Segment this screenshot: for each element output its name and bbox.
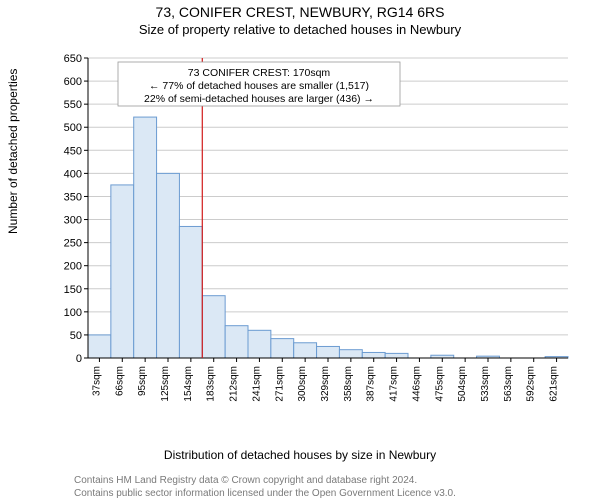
footer-line-2: Contains public sector information licen…	[74, 487, 456, 500]
annotation-line-3: 22% of semi-detached houses are larger (…	[144, 93, 374, 105]
svg-text:0: 0	[76, 353, 82, 365]
svg-text:271sqm: 271sqm	[274, 366, 285, 402]
svg-text:37sqm: 37sqm	[91, 366, 102, 396]
svg-text:200: 200	[64, 261, 82, 273]
svg-text:300: 300	[64, 215, 82, 227]
svg-text:400: 400	[64, 168, 82, 180]
chart-area: 0 50 100 150 200 250 300 350 400 450 500 550 600 650 3…	[54, 52, 574, 412]
svg-text:475sqm: 475sqm	[434, 366, 445, 402]
histogram-bar	[88, 335, 111, 358]
histogram-bar	[362, 352, 385, 358]
svg-text:563sqm: 563sqm	[503, 366, 514, 402]
svg-text:550: 550	[64, 99, 82, 111]
histogram-bar	[294, 343, 317, 358]
svg-text:621sqm: 621sqm	[549, 366, 560, 402]
annotation-line-1: 73 CONIFER CREST: 170sqm	[188, 67, 331, 79]
histogram-bar	[202, 296, 225, 358]
svg-text:592sqm: 592sqm	[526, 366, 537, 402]
histogram-bar	[157, 173, 180, 358]
svg-text:387sqm: 387sqm	[366, 366, 377, 402]
svg-text:95sqm: 95sqm	[137, 366, 148, 396]
histogram-bar	[339, 350, 362, 358]
page-subtitle: Size of property relative to detached ho…	[0, 22, 600, 37]
svg-text:533sqm: 533sqm	[480, 366, 491, 402]
svg-text:446sqm: 446sqm	[411, 366, 422, 402]
histogram-bar	[225, 326, 248, 358]
svg-text:212sqm: 212sqm	[229, 366, 240, 402]
svg-text:504sqm: 504sqm	[457, 366, 468, 402]
svg-text:250: 250	[64, 238, 82, 250]
svg-text:241sqm: 241sqm	[251, 366, 262, 402]
histogram-bar	[317, 346, 340, 358]
histogram-chart: 0 50 100 150 200 250 300 350 400 450 500 550 600 650 3…	[54, 52, 574, 412]
svg-text:450: 450	[64, 145, 82, 157]
svg-text:500: 500	[64, 122, 82, 134]
svg-text:50: 50	[70, 330, 82, 342]
svg-text:358sqm: 358sqm	[343, 366, 354, 402]
svg-text:650: 650	[64, 53, 82, 65]
svg-text:600: 600	[64, 76, 82, 88]
svg-text:300sqm: 300sqm	[297, 366, 308, 402]
annotation-line-2: ← 77% of detached houses are smaller (1,…	[149, 80, 369, 92]
page-title: 73, CONIFER CREST, NEWBURY, RG14 6RS	[0, 4, 600, 20]
svg-text:183sqm: 183sqm	[206, 366, 217, 402]
svg-text:350: 350	[64, 191, 82, 203]
y-axis-label: Number of detached properties	[6, 69, 20, 234]
x-axis-label: Distribution of detached houses by size …	[0, 448, 600, 462]
svg-text:66sqm: 66sqm	[114, 366, 125, 396]
title-block: 73, CONIFER CREST, NEWBURY, RG14 6RS Siz…	[0, 4, 600, 37]
histogram-bar	[248, 330, 271, 358]
svg-text:329sqm: 329sqm	[320, 366, 331, 402]
histogram-bar	[179, 226, 202, 358]
svg-text:100: 100	[64, 307, 82, 319]
footer-line-1: Contains HM Land Registry data © Crown c…	[74, 474, 456, 487]
footer-attribution: Contains HM Land Registry data © Crown c…	[74, 474, 456, 500]
histogram-bar	[134, 117, 157, 358]
histogram-bar	[385, 353, 408, 358]
histogram-bar	[271, 339, 294, 358]
svg-text:154sqm: 154sqm	[183, 366, 194, 402]
histogram-bar	[111, 185, 134, 358]
svg-text:417sqm: 417sqm	[389, 366, 400, 402]
svg-text:150: 150	[64, 284, 82, 296]
svg-text:125sqm: 125sqm	[160, 366, 171, 402]
